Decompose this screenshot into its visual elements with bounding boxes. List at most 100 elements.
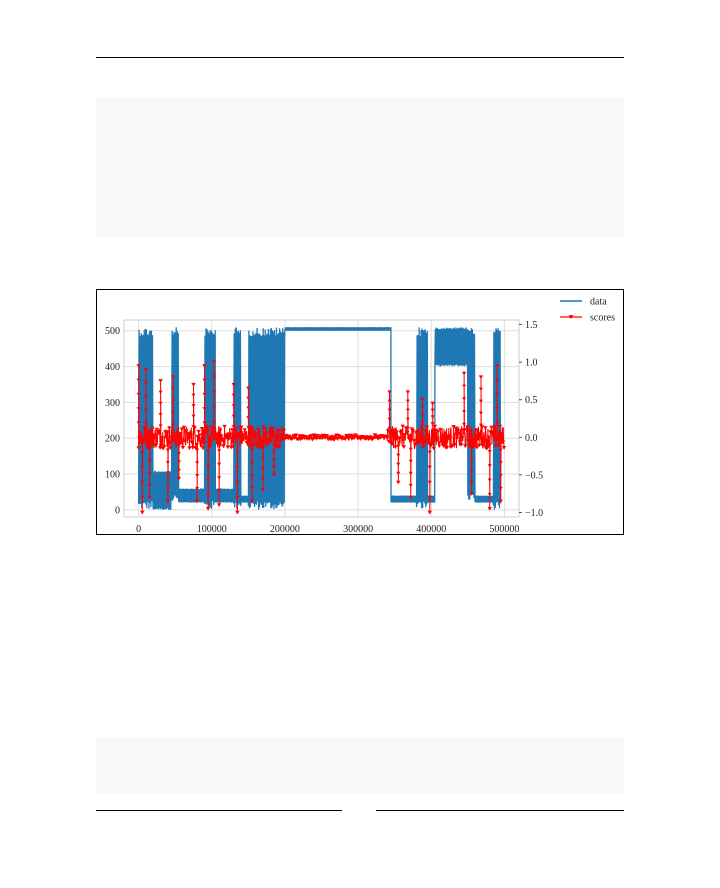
scores-marker (231, 393, 236, 397)
scores-marker (165, 486, 170, 491)
scores-marker (487, 443, 492, 448)
scores-marker (228, 445, 234, 450)
scores-marker (431, 446, 436, 451)
scores-marker (387, 426, 392, 431)
scores-marker (332, 437, 337, 442)
scores-marker (440, 438, 445, 443)
scores-marker (206, 435, 212, 440)
scores-marker (246, 425, 251, 430)
scores-spike-marker (427, 510, 432, 515)
scores-spike-marker (235, 510, 240, 515)
scores-marker (273, 440, 279, 444)
scores-marker (136, 392, 141, 397)
scores-marker (462, 397, 467, 401)
scores-marker (397, 436, 402, 441)
scores-marker (476, 443, 482, 448)
scores-marker (396, 453, 401, 458)
scores-marker (497, 424, 503, 429)
scores-marker (254, 444, 260, 449)
scores-marker (174, 431, 179, 436)
scores-marker (206, 449, 211, 454)
scores-marker (147, 459, 152, 464)
scores-marker (407, 434, 413, 439)
scores-marker (437, 441, 442, 445)
scores-marker (140, 495, 145, 500)
scores-marker (408, 471, 413, 476)
scores-marker (235, 450, 240, 455)
scores-marker (208, 425, 214, 430)
scores-marker (495, 421, 500, 425)
scores-marker (235, 480, 240, 485)
scores-spike-marker (202, 364, 207, 368)
scores-marker (258, 437, 263, 442)
scores-marker (478, 387, 483, 391)
scores-marker (202, 392, 207, 397)
scores-marker (271, 458, 276, 462)
scores-marker (186, 436, 191, 441)
scores-marker (498, 486, 503, 491)
scores-marker (456, 431, 462, 436)
scores-marker (260, 443, 265, 448)
scores-marker (310, 437, 315, 442)
scores-spike-marker (143, 367, 149, 372)
scores-marker (387, 408, 392, 413)
scores-marker (487, 449, 492, 454)
scores-marker (448, 436, 453, 441)
scores-marker (140, 465, 145, 470)
scores-marker (459, 443, 464, 447)
scores-marker (498, 448, 503, 452)
scores-marker (401, 445, 406, 449)
scores-marker (280, 435, 285, 440)
series-data-line (137, 327, 502, 510)
scores-marker (396, 462, 401, 467)
scores-marker (202, 441, 208, 445)
scores-marker (282, 437, 288, 441)
scores-marker (153, 443, 159, 448)
scores-marker (501, 446, 507, 450)
scores-marker (166, 440, 171, 444)
scores-marker (492, 424, 498, 429)
scores-marker (498, 474, 503, 478)
scores-marker (298, 437, 303, 442)
scores-marker (199, 426, 205, 431)
scores-marker (152, 435, 157, 440)
scores-marker (435, 429, 441, 434)
scores-marker (392, 428, 397, 433)
scores-marker (165, 474, 170, 478)
scores-spike-marker (396, 480, 401, 485)
scores-marker (427, 450, 432, 455)
scores-marker (176, 452, 181, 456)
scores-marker (482, 439, 487, 443)
scores-marker (220, 438, 225, 443)
scores-spike-marker (246, 386, 251, 391)
scores-spike-marker (205, 506, 211, 511)
scores-spike-marker (147, 495, 152, 500)
scores-marker (143, 381, 148, 385)
scores-marker (393, 445, 398, 449)
scores-marker (466, 439, 471, 444)
scores-marker (227, 432, 233, 437)
scores-marker (250, 474, 255, 478)
scores-marker (500, 440, 506, 445)
scores-marker (462, 410, 467, 414)
scores-marker (264, 431, 269, 436)
scores-marker (191, 425, 196, 429)
scores-marker (486, 435, 491, 440)
scores-marker (445, 434, 451, 439)
scores-marker (427, 495, 432, 500)
scores-spike-marker (158, 379, 163, 383)
scores-marker (460, 436, 465, 441)
scores-marker (441, 444, 446, 449)
y2-tick-label: −0.5 (525, 470, 543, 481)
scores-marker (277, 444, 282, 449)
scores-spike-marker (271, 473, 277, 477)
scores-marker (197, 433, 202, 438)
scores-marker (243, 436, 248, 441)
scores-marker (495, 392, 500, 397)
scores-marker (412, 442, 418, 447)
scores-marker (261, 425, 266, 429)
scores-marker (420, 405, 425, 410)
x-tick-label: 300000 (343, 524, 373, 534)
scores-marker (420, 413, 425, 417)
scores-spike-marker (194, 499, 200, 504)
